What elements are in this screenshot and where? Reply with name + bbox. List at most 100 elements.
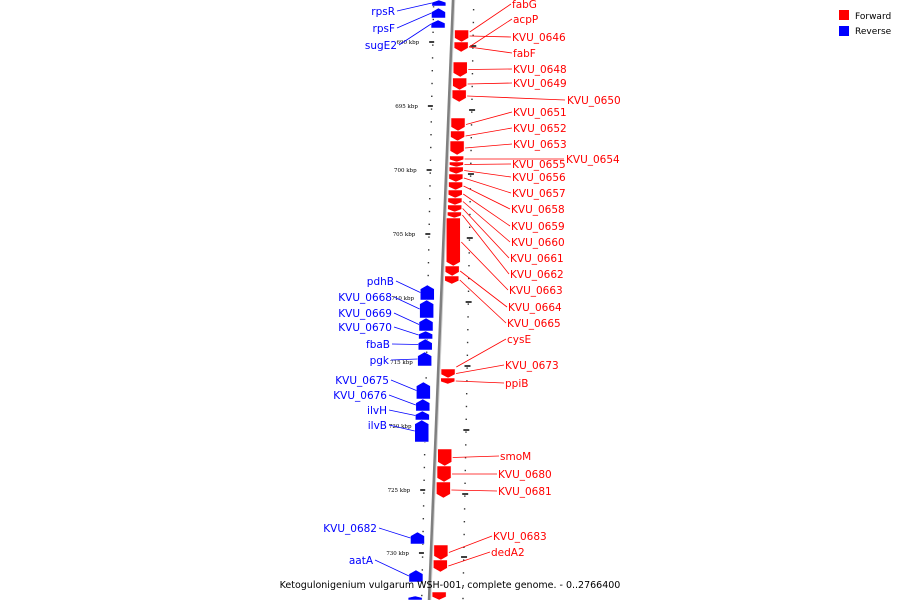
gene-arrow-kvu-0680[interactable]	[436, 465, 452, 483]
gene-label-kvu-0651[interactable]: KVU_0651	[513, 107, 567, 119]
minor-tick-right	[462, 597, 464, 600]
gene-label-rpsf[interactable]: rpsF	[373, 23, 396, 35]
gene-label-kvu-0652[interactable]: KVU_0652	[513, 123, 567, 135]
gene-arrow-ilvh[interactable]	[415, 410, 430, 421]
gene-arrow-kvu-0663[interactable]	[446, 217, 461, 267]
minor-tick-right	[468, 226, 471, 228]
gene-label-kvu-0649[interactable]: KVU_0649	[513, 78, 567, 90]
gene-arrow-kvu-0652[interactable]	[450, 130, 465, 142]
gene-arrow-partial-reverse[interactable]	[407, 595, 423, 600]
gene-arrow-aata[interactable]	[408, 569, 424, 583]
gene-label-pdhb[interactable]: pdhB	[367, 276, 394, 288]
gene-label-fabf[interactable]: fabF	[513, 48, 536, 60]
gene-arrow-kvu-0681[interactable]	[436, 481, 451, 499]
gene-arrow-kvu-0673[interactable]	[440, 368, 456, 379]
gene-arrow-kvu-0670[interactable]	[418, 330, 433, 340]
minor-tick-left	[421, 569, 424, 571]
gene-arrow-kvu-0650[interactable]	[451, 89, 467, 103]
gene-label-kvu-0662[interactable]: KVU_0662	[510, 269, 564, 281]
gene-label-kvu-0660[interactable]: KVU_0660	[511, 237, 565, 249]
gene-arrow-kvu-0661[interactable]	[447, 204, 462, 213]
gene-arrow-deda2[interactable]	[433, 559, 448, 573]
gene-arrow-kvu-0657[interactable]	[448, 173, 464, 183]
gene-label-rpsr[interactable]: rpsR	[371, 6, 395, 18]
minor-tick-right	[470, 137, 472, 139]
gene-label-cyse[interactable]: cysE	[507, 334, 531, 346]
gene-arrow-kvu-0649[interactable]	[452, 77, 467, 91]
gene-label-kvu-0659[interactable]: KVU_0659	[511, 221, 565, 233]
gene-label-kvu-0681[interactable]: KVU_0681	[498, 486, 552, 498]
gene-label-ppib[interactable]: ppiB	[505, 378, 528, 390]
gene-arrow-kvu-0654[interactable]	[449, 155, 464, 163]
gene-arrow-ilvb[interactable]	[414, 419, 430, 443]
gene-arrow-kvu-0648[interactable]	[452, 61, 468, 78]
gene-label-kvu-0657[interactable]: KVU_0657	[512, 188, 566, 200]
gene-arrow-rpsf[interactable]	[431, 7, 446, 19]
gene-label-ilvh[interactable]: ilvH	[367, 405, 387, 417]
gene-label-kvu-0658[interactable]: KVU_0658	[511, 204, 565, 216]
gene-arrow-kvu-0655[interactable]	[449, 161, 464, 168]
gene-label-kvu-0668[interactable]: KVU_0668	[338, 292, 392, 304]
gene-label-kvu-0646[interactable]: KVU_0646	[512, 32, 566, 44]
gene-arrow-kvu-0669[interactable]	[418, 317, 434, 332]
minor-tick-right	[462, 585, 464, 587]
gene-label-fabg[interactable]: fabG	[512, 0, 537, 11]
gene-arrow-kvu-0660[interactable]	[447, 197, 463, 206]
gene-arrow-kvu-0668[interactable]	[419, 299, 434, 319]
gene-label-deda2[interactable]: dedA2	[491, 547, 525, 559]
gene-arrow-rpsr[interactable]	[431, 0, 447, 7]
gene-arrow-kvu-0675[interactable]	[416, 381, 431, 400]
label-leader-kvu-0650	[467, 95, 566, 101]
gene-arrow-fabf[interactable]	[453, 41, 469, 53]
gene-arrow-pdhb[interactable]	[420, 284, 435, 301]
gene-arrow-kvu-0659[interactable]	[447, 189, 463, 199]
gene-arrow-kvu-0664[interactable]	[444, 265, 460, 277]
gene-label-kvu-0683[interactable]: KVU_0683	[493, 531, 547, 543]
gene-label-fbab[interactable]: fbaB	[366, 339, 390, 351]
gene-label-kvu-0654[interactable]: KVU_0654	[566, 154, 620, 166]
gene-label-ilvb[interactable]: ilvB	[368, 420, 387, 432]
minor-tick-right	[467, 303, 469, 305]
gene-label-kvu-0650[interactable]: KVU_0650	[567, 95, 621, 107]
gene-label-kvu-0665[interactable]: KVU_0665	[507, 318, 561, 330]
gene-arrow-kvu-0651[interactable]	[450, 117, 466, 132]
gene-arrow-kvu-0658[interactable]	[448, 181, 463, 191]
gene-arrow-kvu-0653[interactable]	[449, 140, 465, 156]
gene-label-kvu-0655[interactable]: KVU_0655	[512, 159, 566, 171]
gene-label-pgk[interactable]: pgk	[370, 355, 390, 367]
gene-label-suge2[interactable]: sugE2	[365, 40, 397, 52]
gene-label-acpp[interactable]: acpP	[513, 14, 538, 26]
gene-label-kvu-0661[interactable]: KVU_0661	[510, 253, 564, 265]
minor-tick-left	[427, 274, 429, 277]
gene-arrow-kvu-0656[interactable]	[448, 166, 464, 175]
gene-arrow-fbab[interactable]	[417, 338, 433, 351]
label-leader-ilvb	[388, 424, 415, 432]
gene-arrow-kvu-0676[interactable]	[415, 398, 431, 412]
gene-label-aata[interactable]: aatA	[349, 555, 374, 567]
gene-label-kvu-0669[interactable]: KVU_0669	[338, 308, 392, 320]
gene-label-kvu-0656[interactable]: KVU_0656	[512, 172, 566, 184]
gene-arrow-pgk[interactable]	[417, 351, 432, 367]
gene-label-kvu-0680[interactable]: KVU_0680	[498, 469, 552, 481]
gene-arrow-kvu-0682[interactable]	[410, 531, 425, 545]
gene-arrow-kvu-0665[interactable]	[444, 275, 460, 285]
gene-label-smom[interactable]: smoM	[500, 451, 531, 463]
gene-label-kvu-0673[interactable]: KVU_0673	[505, 360, 559, 372]
label-leader-kvu-0659	[463, 193, 511, 227]
gene-arrow-kvu-0662[interactable]	[447, 211, 462, 219]
gene-label-kvu-0675[interactable]: KVU_0675	[335, 375, 389, 387]
label-leader-fbab	[391, 343, 419, 345]
gene-arrow-smom[interactable]	[437, 448, 452, 467]
gene-arrow-kvu-0683[interactable]	[433, 544, 449, 561]
gene-label-kvu-0676[interactable]: KVU_0676	[333, 390, 387, 402]
gene-label-kvu-0648[interactable]: KVU_0648	[513, 64, 567, 76]
gene-arrow-suge2[interactable]	[430, 19, 446, 29]
gene-label-kvu-0653[interactable]: KVU_0653	[513, 139, 567, 151]
gene-label-kvu-0663[interactable]: KVU_0663	[509, 285, 563, 297]
gene-arrow-partial-forward[interactable]	[431, 591, 447, 600]
gene-label-kvu-0682[interactable]: KVU_0682	[323, 523, 377, 535]
gene-arrow-ppib[interactable]	[440, 377, 456, 385]
gene-label-kvu-0670[interactable]: KVU_0670	[338, 322, 392, 334]
gene-arrow-kvu-0646[interactable]	[454, 29, 469, 43]
gene-label-kvu-0664[interactable]: KVU_0664	[508, 302, 562, 314]
